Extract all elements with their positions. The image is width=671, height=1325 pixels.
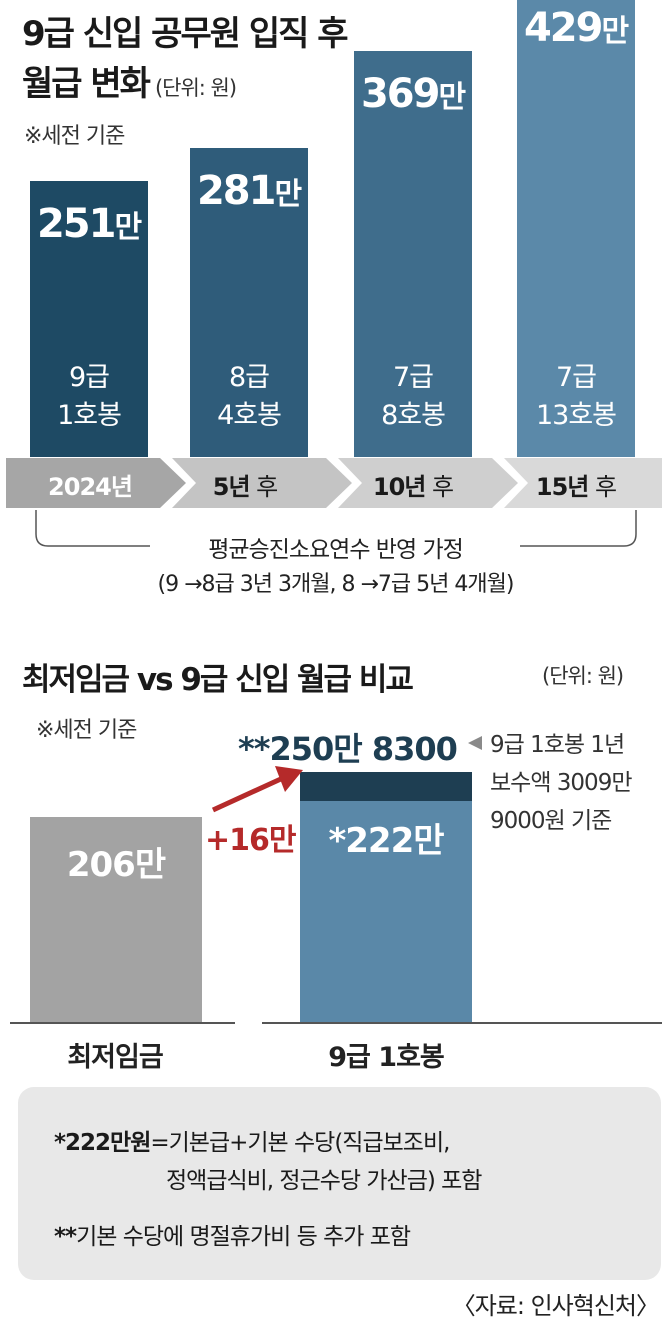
increase-label: +16만 [205, 823, 296, 858]
salary-value-unit: 만 [274, 177, 302, 212]
salary-value-number: 429 [523, 5, 603, 51]
pretax-note-2: ※세전 기준 [36, 718, 137, 743]
footnote-2: **기본 수당에 명절휴가비 등 추가 포함 [54, 1217, 411, 1251]
chart2-title: 최저임금 vs 9급 신입 월급 비교 [22, 662, 414, 698]
grade-label: 7급 [392, 362, 434, 393]
chart1-title-line2: 월급 변화 (단위: 원) [22, 56, 237, 105]
salary-value-unit: 만 [114, 210, 142, 245]
salary-value-unit: 만 [438, 80, 466, 115]
timeline-label-1: 5년 후 [165, 467, 325, 502]
assumption-text: 평균승진소요연수 반영 가정 [208, 537, 464, 563]
timeline-label-suffix: 후 [588, 473, 617, 501]
grade-label: 8급 [228, 362, 270, 393]
salary-value-label: 369만 [354, 71, 472, 117]
salary-value-number: 369 [360, 71, 440, 117]
footnote-1-line1: *222만원=기본급+기본 수당(직급보조비, [54, 1123, 450, 1157]
salary-value-label: 281만 [190, 168, 308, 214]
timeline-label-suffix: 후 [425, 473, 454, 501]
step-label: 13호봉 [535, 400, 617, 431]
timeline-arrow-3 [338, 458, 518, 508]
chart2-unit: (단위: 원) [542, 664, 624, 688]
total-pay-label: **250만 8300 [238, 730, 458, 768]
9grade-value: *222만 [328, 821, 444, 861]
timeline-arrow-1 [6, 458, 186, 508]
min-wage-value: 206만 [66, 845, 166, 885]
assumption-bracket [35, 510, 637, 547]
step-label: 4호봉 [217, 400, 282, 431]
salary-value-number: 281 [196, 168, 276, 214]
grade-step-label: 8급 4호봉 [190, 359, 308, 435]
footnote-1-line2: 정액급식비, 정근수당 가산금) 포함 [166, 1168, 482, 1194]
footnote-2-text: 기본 수당에 명절휴가비 등 추가 포함 [76, 1224, 411, 1250]
salary-value-label: 429만 [517, 5, 635, 51]
baseline-left [10, 1022, 235, 1024]
timeline-label-main: 2024년 [48, 473, 133, 501]
chart1-title-line1: 9급 신입 공무원 입직 후 [22, 14, 349, 54]
footnote-1-text: =기본급+기본 수당(직급보조비, [150, 1130, 450, 1156]
source-credit: 〈자료: 인사혁신처〉 [451, 1292, 660, 1320]
grade-step-label: 9급 1호봉 [30, 359, 148, 435]
timeline-label-suffix: 후 [249, 473, 278, 501]
category-label-min-wage: 최저임금 [67, 1042, 163, 1073]
timeline-label-main: 15년 [535, 473, 589, 501]
side-note-line1: 9급 1호봉 1년 [490, 732, 625, 758]
timeline-arrow-2 [172, 458, 352, 508]
salary-bar-1: 281만 8급 4호봉 [190, 148, 308, 457]
timeline-arrows [6, 458, 662, 508]
chart1-title-text: 월급 변화 [22, 64, 151, 104]
grade-label: 7급 [555, 362, 597, 393]
salary-value-label: 251만 [30, 201, 148, 247]
increase-arrow-icon [211, 766, 303, 813]
grade-label: 9급 [68, 362, 110, 393]
pretax-note-1: ※세전 기준 [24, 124, 125, 149]
pointer-triangle-icon [468, 736, 482, 750]
chart1-unit: (단위: 원) [154, 76, 237, 100]
timeline-arrow-4 [504, 458, 662, 508]
step-label: 1호봉 [57, 400, 122, 431]
salary-bar-3: 429만 7급 13호봉 [517, 0, 635, 457]
side-note: 9급 1호봉 1년 보수액 3009만 9000원 기준 [490, 726, 632, 840]
category-label-9grade: 9급 1호봉 [328, 1042, 445, 1073]
timeline-label-2: 10년 후 [333, 467, 493, 502]
timeline-label-main: 10년 [372, 473, 426, 501]
step-label: 8호봉 [381, 400, 446, 431]
timeline-label-0: 2024년 [10, 467, 170, 502]
side-note-line3: 9000원 기준 [490, 808, 612, 834]
grade-step-label: 7급 13호봉 [517, 359, 635, 435]
footnote-2-key: ** [54, 1224, 77, 1250]
salary-value-unit: 만 [601, 14, 629, 49]
footnote-1-key: *222만원 [54, 1130, 151, 1156]
9grade-base-bar: *222만 [300, 801, 472, 1022]
timeline-label-3: 15년 후 [496, 467, 656, 502]
min-wage-bar: 206만 [30, 817, 202, 1022]
baseline-right [262, 1022, 662, 1024]
assumption-detail: (9 →8급 3년 3개월, 8 →7급 5년 4개월) [157, 572, 515, 597]
salary-bar-2: 369만 7급 8호봉 [354, 51, 472, 457]
salary-bar-0: 251만 9급 1호봉 [30, 181, 148, 457]
footnotes-box: *222만원=기본급+기본 수당(직급보조비, 정액급식비, 정근수당 가산금)… [18, 1087, 661, 1280]
side-note-line2: 보수액 3009만 [490, 770, 632, 796]
timeline-label-main: 5년 [212, 473, 251, 501]
salary-value-number: 251 [36, 201, 116, 247]
extra-allowance-segment [300, 772, 472, 801]
grade-step-label: 7급 8호봉 [354, 359, 472, 435]
